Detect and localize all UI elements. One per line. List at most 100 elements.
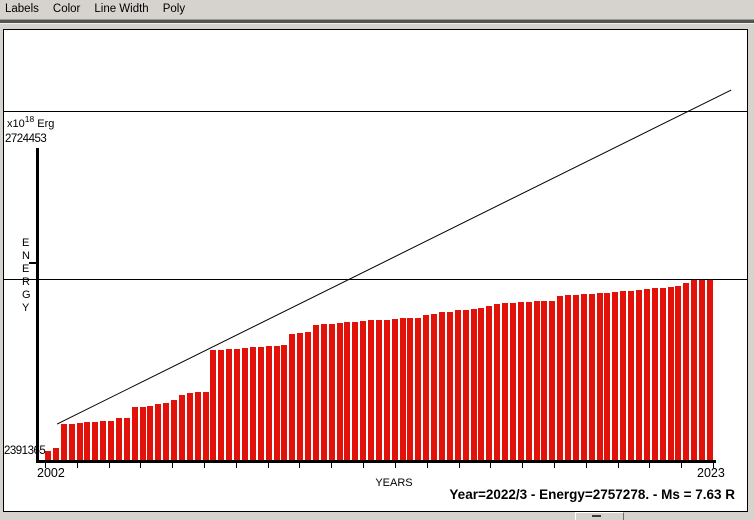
energy-bar xyxy=(509,302,516,461)
menu-separator xyxy=(0,19,754,24)
energy-bar xyxy=(171,399,178,461)
energy-bar xyxy=(588,294,595,461)
energy-bar xyxy=(431,314,438,461)
energy-bar xyxy=(163,402,170,461)
y-axis-tick xyxy=(29,262,37,264)
y-axis-title: E N E R G Y xyxy=(22,237,31,314)
energy-bar xyxy=(541,300,548,461)
energy-bar xyxy=(628,290,635,461)
x-axis-last-year-label: 2023 xyxy=(697,466,725,480)
energy-bar xyxy=(368,320,375,461)
x-axis-year-tick xyxy=(363,463,364,468)
energy-bar xyxy=(115,417,122,461)
energy-bar xyxy=(273,345,280,461)
energy-bar xyxy=(502,302,509,461)
energy-bar xyxy=(289,333,296,461)
energy-bar xyxy=(667,287,674,461)
energy-bar xyxy=(651,287,658,461)
energy-bar xyxy=(312,325,319,461)
menu-item-poly[interactable]: Poly xyxy=(162,3,186,15)
energy-bar xyxy=(439,312,445,461)
energy-bar xyxy=(360,320,367,461)
x-axis-year-tick xyxy=(268,463,269,468)
y-axis-max-label: 2724453 xyxy=(5,133,47,145)
energy-bar xyxy=(391,318,398,461)
x-axis-year-tick xyxy=(427,463,428,468)
energy-bar xyxy=(604,292,611,461)
x-axis-year-tick xyxy=(109,463,110,468)
energy-bar xyxy=(352,322,359,461)
chart-plot-area[interactable] xyxy=(4,30,747,511)
energy-bar xyxy=(596,292,603,461)
x-axis-year-tick xyxy=(172,463,173,468)
energy-bar xyxy=(76,422,83,461)
energy-bar xyxy=(123,417,130,461)
x-axis-year-tick xyxy=(554,463,555,468)
energy-bar xyxy=(305,332,312,461)
energy-bar xyxy=(423,315,430,461)
energy-bar xyxy=(108,420,115,461)
energy-bar xyxy=(407,317,414,461)
energy-bar xyxy=(92,422,99,461)
energy-bar xyxy=(612,292,619,461)
x-axis-year-tick xyxy=(522,463,523,468)
energy-bar xyxy=(580,294,587,461)
energy-bar xyxy=(415,317,422,461)
energy-bar xyxy=(446,312,453,461)
energy-bar xyxy=(226,348,233,461)
energy-bar xyxy=(533,300,540,461)
energy-bar xyxy=(100,420,107,461)
energy-bar xyxy=(691,279,698,461)
energy-bar xyxy=(131,407,138,461)
x-axis-line xyxy=(36,460,716,463)
menu-item-color[interactable]: Color xyxy=(52,3,81,15)
energy-bar xyxy=(683,282,690,461)
energy-bar xyxy=(178,394,185,461)
reference-line xyxy=(4,111,747,112)
x-axis-year-tick xyxy=(586,463,587,468)
energy-bar xyxy=(557,295,564,461)
energy-bar xyxy=(68,424,75,461)
energy-bar xyxy=(202,391,209,461)
energy-bar xyxy=(636,289,642,461)
background-window-sliver[interactable] xyxy=(575,512,624,520)
energy-bar xyxy=(328,323,335,461)
energy-bar xyxy=(139,407,146,461)
x-axis-year-tick xyxy=(713,463,714,468)
energy-bar xyxy=(494,304,501,461)
x-axis-year-tick xyxy=(140,463,141,468)
trend-line-layer xyxy=(56,89,732,425)
menu-item-line-width[interactable]: Line Width xyxy=(94,3,149,15)
x-axis-first-year-label: 2002 xyxy=(37,466,65,480)
x-axis-title: YEARS xyxy=(375,477,413,489)
energy-bar xyxy=(84,422,91,461)
y-axis-min-label: 2391365 xyxy=(4,445,46,457)
energy-bar xyxy=(297,333,304,461)
energy-bar xyxy=(218,350,225,461)
energy-bar xyxy=(517,302,524,461)
energy-bar xyxy=(549,300,556,461)
energy-bar xyxy=(486,305,493,461)
energy-bar xyxy=(462,310,469,461)
energy-bar xyxy=(45,450,51,461)
x-axis-year-tick xyxy=(236,463,237,468)
energy-bar xyxy=(242,348,248,461)
x-axis-year-tick xyxy=(204,463,205,468)
chart-window: x1018 Erg 2724453 2391365 E N E R G Y 20… xyxy=(3,29,748,512)
energy-bar xyxy=(659,287,666,461)
energy-bar xyxy=(147,406,154,461)
energy-bar xyxy=(375,320,382,461)
x-axis-year-tick xyxy=(395,463,396,468)
x-axis-year-tick xyxy=(618,463,619,468)
energy-bar xyxy=(565,294,572,461)
reference-line xyxy=(4,279,747,280)
energy-bar xyxy=(454,310,461,461)
energy-bar xyxy=(699,279,706,461)
energy-bar xyxy=(210,350,217,461)
x-axis-year-tick xyxy=(299,463,300,468)
x-axis-year-tick xyxy=(77,463,78,468)
menu-item-labels[interactable]: Labels xyxy=(5,3,39,15)
background-window-mark xyxy=(592,515,601,517)
status-readout: Year=2022/3 - Energy=2757278. - Ms = 7.6… xyxy=(449,487,735,502)
y-axis-unit-label: x1018 Erg xyxy=(7,114,55,130)
